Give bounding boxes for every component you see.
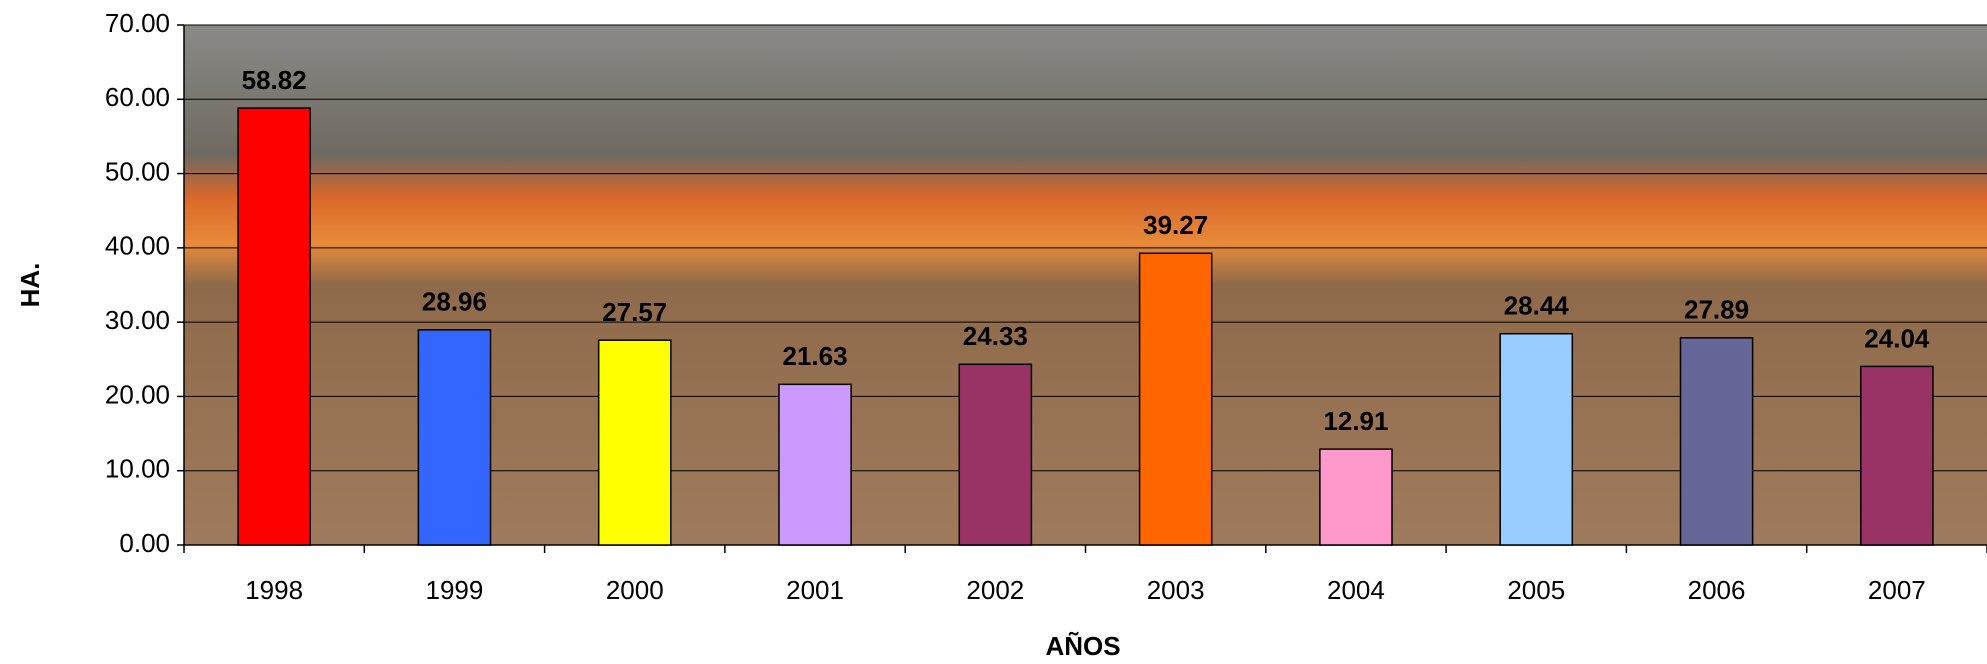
y-tick-label: 0.00 bbox=[119, 528, 170, 558]
data-label: 27.89 bbox=[1684, 295, 1749, 325]
x-tick-label: 2004 bbox=[1327, 575, 1385, 605]
x-tick-label: 2003 bbox=[1147, 575, 1205, 605]
bar bbox=[1319, 448, 1393, 546]
y-tick-label: 20.00 bbox=[105, 379, 170, 409]
bar bbox=[1679, 337, 1754, 546]
y-tick-label: 40.00 bbox=[105, 231, 170, 261]
bar bbox=[417, 329, 492, 546]
data-label: 28.44 bbox=[1504, 291, 1570, 321]
x-tick-label: 2000 bbox=[606, 575, 664, 605]
data-label: 58.82 bbox=[242, 65, 307, 95]
x-tick-label: 2007 bbox=[1868, 575, 1926, 605]
y-tick-label: 30.00 bbox=[105, 305, 170, 335]
y-tick-label: 10.00 bbox=[105, 454, 170, 484]
data-label: 12.91 bbox=[1323, 406, 1388, 436]
x-tick-label: 2001 bbox=[786, 575, 844, 605]
data-label: 39.27 bbox=[1143, 210, 1208, 240]
bar bbox=[778, 383, 852, 546]
bar bbox=[1499, 332, 1574, 546]
y-axis-title: HA. bbox=[15, 263, 45, 308]
x-tick-label: 2005 bbox=[1507, 575, 1565, 605]
x-tick-label: 2006 bbox=[1688, 575, 1746, 605]
y-tick-label: 50.00 bbox=[105, 156, 170, 186]
data-label: 27.57 bbox=[602, 297, 667, 327]
bar bbox=[958, 363, 1033, 546]
bar bbox=[1860, 365, 1934, 546]
data-label: 21.63 bbox=[783, 341, 848, 371]
x-tick-label: 1999 bbox=[426, 575, 484, 605]
bar bbox=[1138, 252, 1213, 546]
data-label: 28.96 bbox=[422, 287, 487, 317]
bar bbox=[237, 107, 311, 546]
y-tick-label: 70.00 bbox=[105, 8, 170, 38]
y-tick-label: 60.00 bbox=[105, 82, 170, 112]
x-axis-title: AÑOS bbox=[1045, 631, 1120, 661]
data-label: 24.04 bbox=[1864, 323, 1930, 353]
data-label: 24.33 bbox=[963, 321, 1028, 351]
bar bbox=[597, 339, 672, 546]
x-tick-label: 2002 bbox=[966, 575, 1024, 605]
x-tick-label: 1998 bbox=[245, 575, 303, 605]
